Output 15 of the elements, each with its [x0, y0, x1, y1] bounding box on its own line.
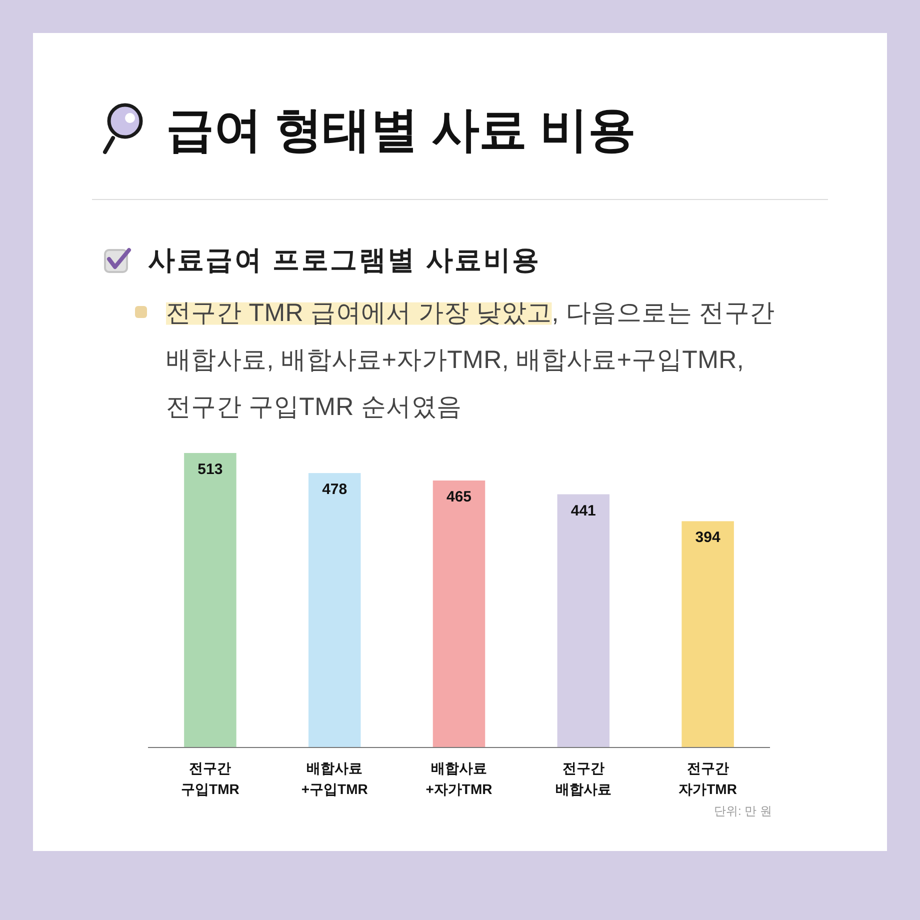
chart-subtitle: 사료급여 프로그램별 사료비용: [148, 244, 542, 277]
x-tick-label: 전구간 배합사료: [555, 760, 612, 797]
data-label: 513: [198, 461, 223, 478]
chart-title: 급여 형태별 사료 비용: [166, 103, 636, 159]
text: 배합사료, 배합사료+자가TMR, 배합사료+구입TMR, 전구간 구입TMR 순서였음: [166, 346, 744, 421]
x-tick-label: 배합사료 +구입TMR: [301, 760, 368, 797]
text: 전구간 TMR 급여에서 가장 낮았고, 다음으로는 전구간: [166, 299, 775, 327]
x-tick-label: 배합사료 +자가TMR: [426, 760, 492, 797]
data-label: 478: [322, 481, 348, 498]
x-tick-label: 전구간 구입TMR: [181, 760, 240, 797]
x-tick-label: 전구간 자가TMR: [678, 760, 737, 797]
data-label: 465: [446, 488, 472, 506]
data-label: 441: [570, 502, 596, 520]
text: 단위: 만 원: [714, 804, 772, 818]
data-label: 394: [695, 529, 721, 546]
